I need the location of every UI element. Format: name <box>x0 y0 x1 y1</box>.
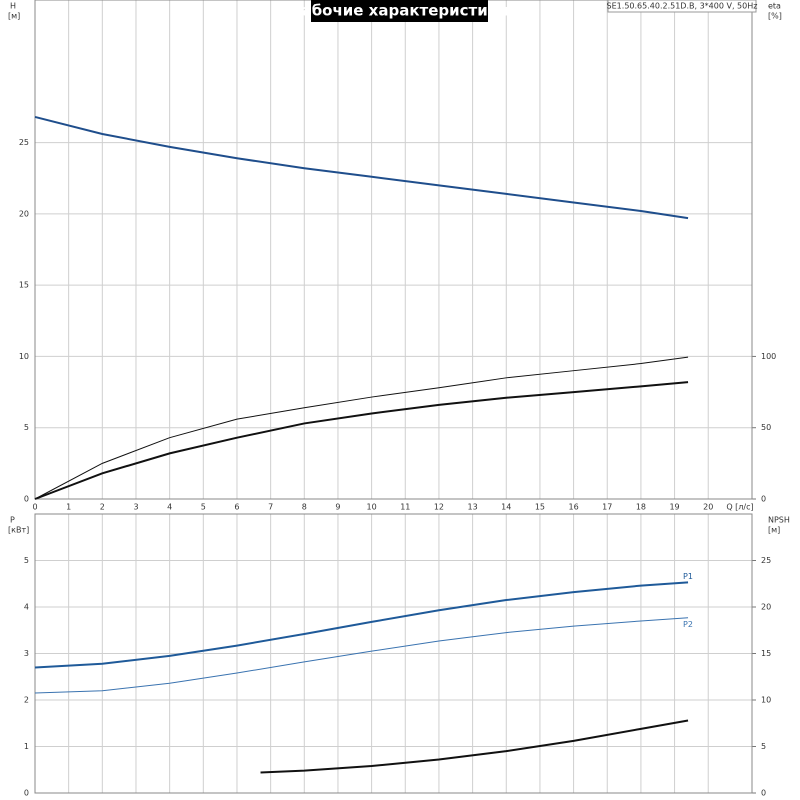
series-line <box>260 719 689 774</box>
series-line <box>34 581 689 669</box>
y-tick-label: 4 <box>24 603 29 612</box>
y2-label: NPSH <box>768 516 790 525</box>
series-line <box>34 115 689 220</box>
y-tick-label: 3 <box>24 649 29 658</box>
y2-tick-label: 10 <box>761 696 771 705</box>
y2-unit: [%] <box>768 12 782 21</box>
x-tick-label: 5 <box>201 503 206 512</box>
y2-tick-label: 20 <box>761 603 771 612</box>
chart-title: Рабочие характеристики <box>291 2 509 20</box>
y-unit: [м] <box>8 12 20 21</box>
plot-frame <box>34 0 753 500</box>
x-tick-label: 19 <box>669 503 679 512</box>
x-tick-label: 6 <box>234 503 239 512</box>
x-tick-label: 2 <box>100 503 105 512</box>
x-tick-label: 7 <box>268 503 273 512</box>
y-tick-label: 2 <box>24 696 29 705</box>
x-tick-label: 9 <box>335 503 340 512</box>
series-label: P1 <box>683 572 693 581</box>
y-tick-label: 0 <box>24 495 29 504</box>
x-tick-label: 10 <box>367 503 377 512</box>
y-tick-label: 25 <box>19 138 29 147</box>
x-tick-label: 0 <box>32 503 37 512</box>
x-tick-label: 8 <box>302 503 307 512</box>
y2-tick-label: 50 <box>761 423 771 432</box>
plot-frame <box>34 513 753 794</box>
x-tick-label: 12 <box>434 503 444 512</box>
y-tick-label: 0 <box>24 789 29 798</box>
x-tick-label: 17 <box>602 503 612 512</box>
series-line <box>34 356 689 500</box>
x-tick-label: 13 <box>468 503 478 512</box>
y2-tick-label: 0 <box>761 495 766 504</box>
y-unit: [кВт] <box>8 526 29 535</box>
y2-label: eta <box>768 2 781 11</box>
y-tick-label: 5 <box>24 556 29 565</box>
x-tick-label: 1 <box>66 503 71 512</box>
x-tick-label: 16 <box>568 503 578 512</box>
x-tick-label: 11 <box>400 503 410 512</box>
y2-tick-label: 100 <box>761 352 776 361</box>
annotation: SE1.50.65.40.2.51D.B, 3*400 V, 50Hz <box>607 2 758 11</box>
y2-tick-label: 0 <box>761 789 766 798</box>
x-tick-label: 15 <box>535 503 545 512</box>
annotation-box <box>607 0 757 13</box>
y-label: P <box>10 516 15 525</box>
x-tick-label: 14 <box>501 503 511 512</box>
y-tick-label: 10 <box>19 352 29 361</box>
x-tick-label: 20 <box>703 503 713 512</box>
y2-tick-label: 25 <box>761 556 771 565</box>
x-label: Q [л/с] <box>726 503 753 512</box>
x-tick-label: 3 <box>133 503 138 512</box>
series-line <box>34 617 689 694</box>
title-box <box>311 0 488 22</box>
y-label: H <box>10 2 16 11</box>
y2-tick-label: 15 <box>761 649 771 658</box>
x-tick-label: 4 <box>167 503 172 512</box>
y2-tick-label: 5 <box>761 742 766 751</box>
y-tick-label: 1 <box>24 742 29 751</box>
series-line <box>34 381 689 500</box>
series-label: P2 <box>683 620 693 629</box>
y-tick-label: 5 <box>24 423 29 432</box>
y-tick-label: 15 <box>19 281 29 290</box>
y2-unit: [м] <box>768 526 780 535</box>
x-tick-label: 18 <box>636 503 646 512</box>
y-tick-label: 20 <box>19 209 29 218</box>
